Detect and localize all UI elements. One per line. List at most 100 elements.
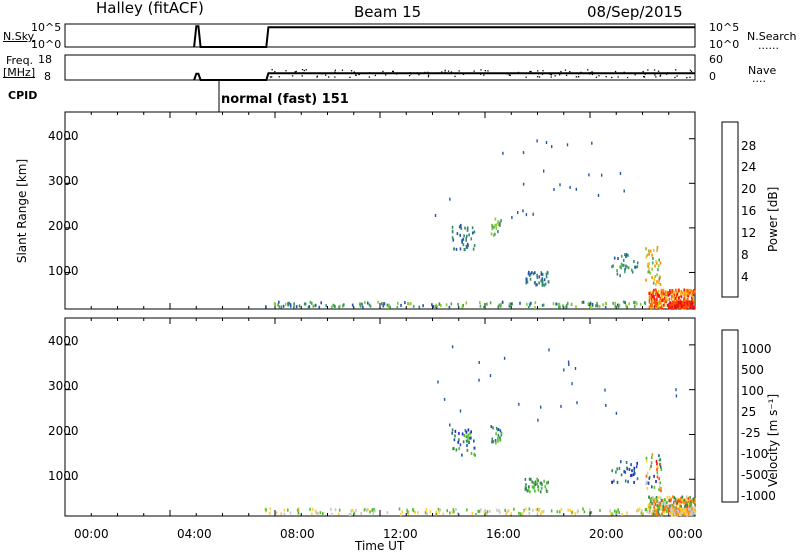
data-cell	[438, 510, 440, 514]
data-cell	[677, 296, 680, 300]
data-cell	[649, 249, 652, 253]
data-cell	[652, 503, 655, 507]
data-cell	[648, 266, 650, 270]
data-cell	[451, 230, 454, 234]
data-cell	[678, 504, 681, 508]
nave-point	[559, 74, 561, 76]
nave-point	[659, 74, 662, 76]
data-cell	[658, 454, 660, 458]
data-cell	[437, 380, 439, 384]
data-cell	[532, 212, 534, 216]
data-cell	[691, 507, 693, 511]
data-cell	[649, 509, 651, 513]
data-cell	[612, 512, 614, 516]
data-cell	[374, 509, 376, 513]
data-cell	[661, 292, 664, 296]
data-cell	[659, 261, 662, 265]
data-cell	[542, 509, 545, 513]
data-cell	[654, 264, 656, 268]
data-cell	[658, 281, 660, 285]
data-cell	[398, 507, 401, 511]
velocity-colorbar	[721, 329, 739, 503]
data-cell	[540, 405, 542, 409]
data-cell	[368, 303, 371, 307]
data-cell	[362, 305, 364, 309]
data-cell	[632, 473, 635, 477]
data-cell	[663, 303, 666, 307]
data-cell	[435, 513, 438, 516]
data-cell	[682, 302, 685, 306]
data-cell	[651, 300, 653, 304]
data-cell	[675, 294, 678, 298]
data-cell	[690, 295, 693, 299]
nave-point	[325, 74, 327, 76]
nave-point	[634, 74, 636, 76]
data-cell	[470, 436, 472, 440]
data-cell	[691, 302, 693, 306]
data-cell	[533, 486, 535, 490]
data-cell	[650, 464, 652, 468]
data-cell	[657, 293, 659, 297]
nave-point	[269, 76, 272, 78]
data-cell	[483, 306, 485, 309]
data-cell	[653, 297, 655, 301]
data-cell	[469, 436, 471, 440]
data-cell	[466, 448, 469, 452]
data-cell	[343, 303, 345, 307]
data-cell	[656, 245, 659, 249]
nave-point	[665, 73, 668, 75]
nave-point	[537, 70, 539, 72]
data-cell	[611, 469, 613, 473]
data-cell	[605, 403, 607, 407]
data-cell	[646, 509, 648, 513]
data-cell	[521, 512, 524, 516]
data-cell	[674, 497, 677, 501]
data-cell	[659, 504, 662, 508]
data-cell	[529, 490, 531, 494]
data-cell	[529, 272, 532, 276]
data-cell	[656, 471, 659, 475]
freq-tick-bottom: 8	[44, 70, 51, 83]
data-cell	[448, 305, 451, 309]
data-cell	[681, 498, 683, 502]
data-cell	[426, 512, 428, 516]
data-cell	[460, 223, 462, 227]
data-cell	[660, 288, 662, 292]
data-cell	[658, 294, 660, 298]
data-cell	[650, 293, 653, 297]
data-cell	[684, 291, 687, 295]
data-cell	[650, 500, 652, 504]
nave-point	[349, 76, 351, 78]
data-cell	[566, 143, 569, 147]
data-cell	[576, 401, 578, 405]
power-ytick-3000: 3000	[48, 174, 79, 188]
data-cell	[546, 481, 549, 485]
nave-point	[686, 77, 688, 79]
data-cell	[675, 503, 678, 507]
data-cell	[449, 197, 451, 201]
data-cell	[543, 283, 546, 287]
data-cell	[642, 512, 644, 516]
data-cell	[651, 261, 654, 265]
data-cell	[435, 303, 437, 307]
data-cell	[322, 511, 324, 515]
data-cell	[693, 306, 696, 309]
data-cell	[670, 497, 672, 501]
data-cell	[506, 510, 509, 514]
nave-point	[689, 76, 691, 78]
nave-point	[554, 75, 556, 77]
data-cell	[574, 512, 576, 516]
data-cell	[490, 425, 493, 429]
data-cell	[288, 301, 290, 305]
data-cell	[473, 230, 476, 234]
data-cell	[619, 265, 621, 269]
data-cell	[688, 302, 690, 306]
nave-point	[504, 72, 507, 75]
data-cell	[463, 234, 465, 238]
data-cell	[693, 290, 696, 294]
data-cell	[397, 301, 399, 305]
data-cell	[500, 302, 502, 306]
data-cell	[588, 173, 590, 177]
data-cell	[674, 301, 677, 305]
data-cell	[369, 510, 371, 514]
